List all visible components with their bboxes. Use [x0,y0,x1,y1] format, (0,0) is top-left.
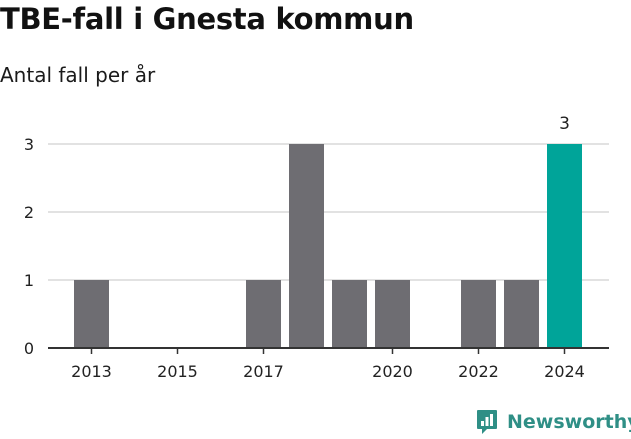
bar [289,144,324,348]
data-label: 3 [559,114,570,134]
x-tick-label: 2020 [372,362,413,381]
bars [74,144,582,348]
chart-subtitle: Antal fall per år [0,63,156,87]
bar [461,280,496,348]
bar [74,280,109,348]
labels: 0 1 2 3 2013 2015 2017 2020 2022 2024 3 [24,114,585,381]
bar [332,280,367,348]
x-tick-label: 2013 [71,362,112,381]
bar [504,280,539,348]
newsworthy-logo-icon [477,410,497,434]
brand-name: Newsworthy [507,411,631,433]
bar [246,280,281,348]
brand-logo: Newsworthy [476,406,631,438]
y-tick-label: 1 [24,271,34,290]
grid-lines [48,143,609,281]
y-tick-label: 3 [24,135,34,154]
bar [547,144,582,348]
bar [375,280,410,348]
x-tick-label: 2024 [544,362,585,381]
axes [48,347,609,354]
x-tick-label: 2015 [157,362,198,381]
chart-title: TBE-fall i Gnesta kommun [0,2,414,36]
y-tick-label: 0 [24,339,34,358]
y-tick-label: 2 [24,203,34,222]
x-tick-label: 2022 [458,362,499,381]
x-tick-label: 2017 [243,362,284,381]
